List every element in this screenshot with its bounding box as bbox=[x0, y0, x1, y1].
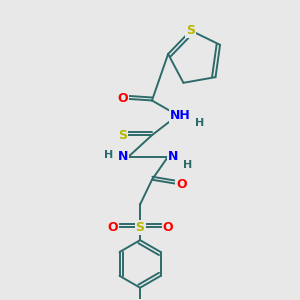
Text: O: O bbox=[117, 92, 128, 105]
Text: S: S bbox=[118, 129, 127, 142]
Text: N: N bbox=[168, 150, 178, 164]
Text: NH: NH bbox=[170, 109, 191, 122]
Text: H: H bbox=[104, 150, 113, 160]
Text: O: O bbox=[107, 221, 118, 234]
Text: S: S bbox=[186, 24, 195, 37]
Text: H: H bbox=[195, 118, 204, 128]
Text: N: N bbox=[118, 150, 128, 164]
Text: S: S bbox=[136, 221, 145, 234]
Text: H: H bbox=[183, 160, 192, 170]
Text: O: O bbox=[176, 178, 187, 191]
Text: O: O bbox=[163, 221, 173, 234]
